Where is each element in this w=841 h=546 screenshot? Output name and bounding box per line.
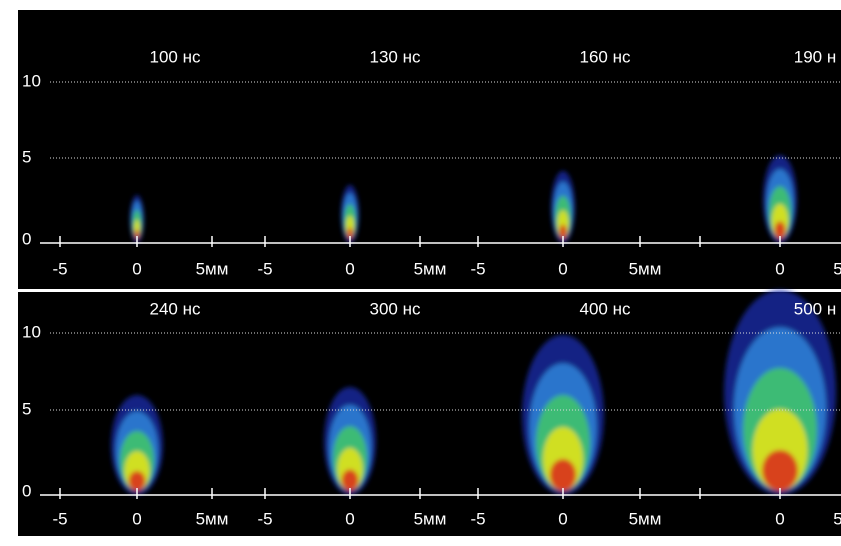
x-label: -5 <box>52 509 67 528</box>
y-label: 10 <box>22 71 41 90</box>
x-label: 0 <box>132 509 141 528</box>
x-label: -5 <box>52 259 67 278</box>
panel-title: 500 н <box>794 299 836 318</box>
panel-title: 300 нс <box>370 299 421 318</box>
x-label: 0 <box>132 259 141 278</box>
plume-group <box>111 290 836 495</box>
y-label: 5 <box>22 147 31 166</box>
x-label: 5мм <box>629 509 662 528</box>
x-label: 0 <box>345 509 354 528</box>
x-label: -5 <box>470 259 485 278</box>
plume <box>347 227 353 239</box>
x-label: 5мм <box>414 509 447 528</box>
x-label: 5мм <box>196 259 229 278</box>
panel-title: 160 нс <box>580 47 631 66</box>
plume <box>128 471 146 491</box>
x-label: 5 <box>833 509 841 528</box>
x-label: -5 <box>470 509 485 528</box>
panel-title: 240 нс <box>150 299 201 318</box>
plume-group <box>130 155 797 243</box>
x-label: -5 <box>257 259 272 278</box>
panel-title: 190 н <box>794 47 836 66</box>
plume <box>341 469 359 492</box>
x-label: 5 <box>833 259 841 278</box>
plume <box>762 450 798 491</box>
x-label: 0 <box>558 509 567 528</box>
plume <box>559 224 567 239</box>
plume <box>134 229 140 239</box>
x-label: 5мм <box>629 259 662 278</box>
y-label: 0 <box>22 229 31 248</box>
panel-background <box>18 10 841 289</box>
x-label: 0 <box>345 259 354 278</box>
x-label: 0 <box>775 509 784 528</box>
x-label: 0 <box>775 259 784 278</box>
x-label: 5мм <box>196 509 229 528</box>
plume <box>774 221 786 239</box>
x-label: -5 <box>257 509 272 528</box>
y-label: 10 <box>22 322 41 341</box>
x-label: 5мм <box>414 259 447 278</box>
y-label: 0 <box>22 481 31 500</box>
x-label: 0 <box>558 259 567 278</box>
panel-title: 130 нс <box>370 47 421 66</box>
panel-title: 400 нс <box>580 299 631 318</box>
panel-title: 100 нс <box>150 47 201 66</box>
plume <box>549 459 577 491</box>
y-label: 5 <box>22 399 31 418</box>
